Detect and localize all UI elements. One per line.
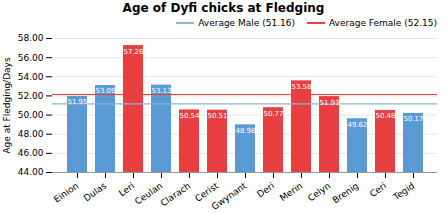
svg-text:50.51: 50.51 <box>207 112 227 120</box>
svg-text:46.00: 46.00 <box>18 148 44 158</box>
svg-text:Age at Fledging/Days: Age at Fledging/Days <box>2 57 12 154</box>
svg-text:50.77: 50.77 <box>263 110 283 118</box>
svg-text:Dulas: Dulas <box>82 180 109 203</box>
html-text:Average Male (51.16): Average Male (51.16) <box>198 18 295 28</box>
svg-text:Einion: Einion <box>52 181 80 205</box>
svg-text:51.95: 51.95 <box>67 98 87 106</box>
svg-text:50.17: 50.17 <box>403 115 423 123</box>
svg-text:52.00: 52.00 <box>18 91 44 101</box>
svg-text:54.00: 54.00 <box>18 72 44 82</box>
svg-text:53.58: 53.58 <box>291 83 311 91</box>
svg-text:Ceri: Ceri <box>368 181 389 200</box>
svg-text:56.00: 56.00 <box>18 53 44 63</box>
svg-text:Ceulan: Ceulan <box>133 180 165 207</box>
svg-text:44.00: 44.00 <box>18 167 44 177</box>
svg-text:Celyn: Celyn <box>306 181 333 204</box>
svg-text:Clarach: Clarach <box>159 181 193 209</box>
html-text:Age of Dyfi chicks at Fledging: Age of Dyfi chicks at Fledging <box>122 1 325 15</box>
html-text:Average Female (52.15): Average Female (52.15) <box>329 18 437 28</box>
svg-text:49.62: 49.62 <box>347 121 367 129</box>
svg-text:50.54: 50.54 <box>179 112 200 120</box>
svg-text:53.09: 53.09 <box>95 87 115 95</box>
svg-text:50.48: 50.48 <box>375 112 395 120</box>
svg-text:57.26: 57.26 <box>123 48 144 56</box>
svg-text:Brenig: Brenig <box>331 181 361 206</box>
svg-text:Merin: Merin <box>278 181 304 204</box>
svg-text:Tegid: Tegid <box>391 181 417 203</box>
svg-text:Leri: Leri <box>117 181 136 199</box>
svg-text:58.00: 58.00 <box>18 33 44 43</box>
svg-text:51.93: 51.93 <box>319 99 339 107</box>
svg-text:50.00: 50.00 <box>18 110 44 120</box>
svg-text:Cerist: Cerist <box>193 180 221 204</box>
svg-text:48.98: 48.98 <box>235 127 255 135</box>
svg-text:53.13: 53.13 <box>151 87 171 95</box>
svg-text:Deri: Deri <box>255 181 276 200</box>
svg-text:48.00: 48.00 <box>18 129 44 139</box>
svg-text:Gwynant: Gwynant <box>210 180 249 210</box>
